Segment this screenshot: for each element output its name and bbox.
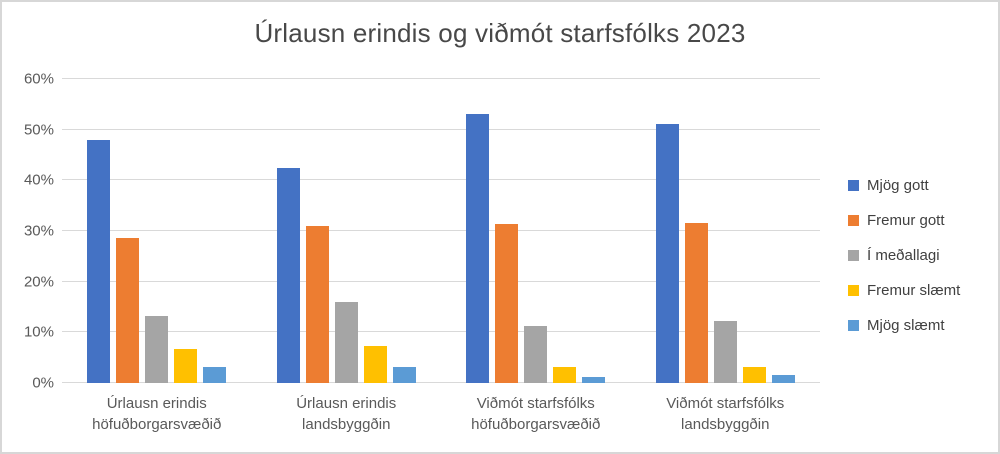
gridline bbox=[62, 331, 820, 333]
y-tick-label: 20% bbox=[23, 273, 54, 291]
bar-series-1-cat-0 bbox=[116, 237, 140, 383]
legend-item-series-3: Fremur slæmt bbox=[848, 273, 960, 308]
legend-swatch-icon bbox=[848, 250, 859, 261]
bar-group-0 bbox=[62, 79, 252, 383]
legend-label: Mjög slæmt bbox=[867, 317, 945, 334]
category-label-3: Viðmót starfsfólks landsbyggðin bbox=[666, 395, 785, 433]
legend-item-series-1: Fremur gott bbox=[848, 203, 960, 238]
bar-series-4-cat-0 bbox=[203, 366, 227, 383]
bar-series-0-cat-3 bbox=[655, 123, 679, 383]
gridline bbox=[62, 179, 820, 181]
bar-series-1-cat-1 bbox=[305, 225, 329, 383]
legend-item-series-2: Í meðallagi bbox=[848, 238, 960, 273]
plot-area bbox=[62, 78, 820, 383]
bar-series-4-cat-3 bbox=[771, 375, 795, 383]
bar-series-3-cat-2 bbox=[553, 366, 577, 383]
bars-row bbox=[62, 79, 820, 383]
y-tick-label: 50% bbox=[23, 121, 54, 139]
legend: Mjög gott Fremur gott Í meðallagi Fremur sl… bbox=[848, 168, 960, 343]
legend-label: Mjög gott bbox=[867, 177, 929, 194]
category-label-1: Úrlausn erindis landsbyggðin bbox=[296, 395, 397, 433]
legend-label: Í meðallagi bbox=[867, 247, 940, 264]
bar-group-1 bbox=[252, 79, 442, 383]
bar-series-4-cat-1 bbox=[392, 366, 416, 383]
gridline bbox=[62, 280, 820, 282]
bar-series-3-cat-3 bbox=[742, 367, 766, 383]
legend-label: Fremur gott bbox=[867, 212, 945, 229]
legend-swatch-icon bbox=[848, 215, 859, 226]
y-tick-label: 40% bbox=[23, 171, 54, 189]
legend-item-series-0: Mjög gott bbox=[848, 168, 960, 203]
y-tick-label: 30% bbox=[23, 222, 54, 240]
x-axis: Úrlausn erindis höfuðborgarsvæðið Úrlausn… bbox=[62, 393, 820, 435]
bar-series-2-cat-3 bbox=[713, 321, 737, 383]
chart-title: Úrlausn erindis og viðmót starfsfólks 20… bbox=[254, 18, 746, 48]
bar-series-0-cat-2 bbox=[466, 114, 490, 383]
legend-label: Fremur slæmt bbox=[867, 282, 961, 299]
bar-series-2-cat-1 bbox=[334, 301, 358, 383]
bar-series-2-cat-0 bbox=[145, 316, 169, 383]
bar-series-2-cat-2 bbox=[524, 326, 548, 383]
legend-swatch-icon bbox=[848, 180, 859, 191]
y-axis: 0% 10% 20% 30% 40% 50% 60% bbox=[2, 72, 54, 391]
bar-series-0-cat-0 bbox=[87, 139, 111, 383]
bar-series-0-cat-1 bbox=[276, 167, 300, 383]
category-label-2: Viðmót starfsfólks höfuðborgarsvæðið bbox=[471, 395, 601, 433]
gridline bbox=[62, 128, 820, 130]
y-tick-label: 0% bbox=[32, 374, 54, 392]
bar-group-2 bbox=[441, 79, 631, 383]
bar-series-4-cat-2 bbox=[582, 377, 606, 383]
y-tick-label: 60% bbox=[23, 70, 54, 88]
bar-series-3-cat-1 bbox=[363, 346, 387, 383]
legend-swatch-icon bbox=[848, 285, 859, 296]
bar-series-3-cat-0 bbox=[174, 349, 198, 383]
bar-series-1-cat-2 bbox=[495, 224, 519, 383]
legend-swatch-icon bbox=[848, 320, 859, 331]
gridline bbox=[62, 382, 820, 383]
bar-series-1-cat-3 bbox=[684, 223, 708, 383]
legend-item-series-4: Mjög slæmt bbox=[848, 308, 960, 343]
bar-group-3 bbox=[631, 79, 821, 383]
gridline bbox=[62, 230, 820, 231]
category-label-0: Úrlausn erindis höfuðborgarsvæðið bbox=[92, 395, 222, 433]
y-tick-label: 10% bbox=[23, 323, 54, 341]
gridline bbox=[62, 78, 820, 79]
